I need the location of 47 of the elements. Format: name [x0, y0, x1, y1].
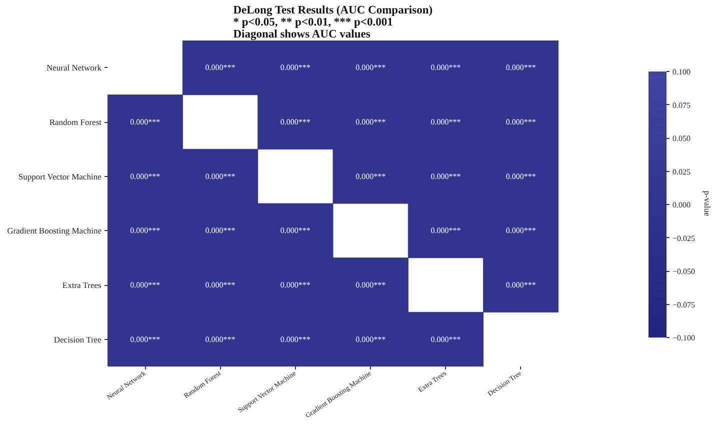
data-label: 0.000*** — [205, 63, 236, 72]
y-tick-label: Gradient Boosting Machine — [7, 226, 102, 236]
data-label: 0.000*** — [280, 334, 310, 344]
data-label: 0.000*** — [506, 280, 536, 290]
data-label: 0.000*** — [280, 63, 310, 72]
data-label: 0.000*** — [430, 172, 461, 181]
data-label: 0.000*** — [506, 172, 536, 181]
data-label: 0.000*** — [506, 118, 536, 126]
data-label: 0.000*** — [280, 226, 310, 236]
color-bar-label: −0.100 — [672, 334, 696, 342]
color-bar-label: 0.025 — [672, 167, 690, 176]
data-label: 0.000*** — [280, 118, 310, 126]
data-label: 0.000*** — [356, 280, 386, 290]
color-bar-label: −0.050 — [672, 267, 696, 276]
chart-title: DeLong Test Results (AUC Comparison) * p<0.05, ** p<0.01, *** p<0.001 Diagonal shows AUC values — [233, 4, 433, 40]
data-label: 0.000*** — [430, 226, 461, 236]
data-label: 0.000*** — [130, 172, 160, 181]
y-tick-label: Decision Tree — [54, 334, 102, 344]
data-label: 0.000*** — [430, 63, 461, 72]
color-bar-label: 0.050 — [672, 134, 690, 143]
data-label: 0.000*** — [280, 280, 310, 290]
data-label: 0.000*** — [130, 118, 160, 126]
color-bar-label: 0.075 — [672, 100, 690, 110]
y-tick-label: Neural Network — [46, 62, 102, 73]
data-label: 0.000*** — [356, 118, 386, 126]
color-bar-label: −0.075 — [672, 300, 696, 310]
data-label: 0.000*** — [130, 334, 160, 344]
y-tick-label: Support Vector Machine — [18, 171, 102, 182]
color-bar-label: −0.025 — [672, 234, 696, 243]
data-label: 0.000*** — [205, 334, 236, 344]
data-label: 0.000*** — [205, 172, 236, 181]
data-label: 0.000*** — [130, 280, 160, 290]
data-label: 0.000*** — [205, 226, 236, 236]
y-tick-label: Extra Trees — [62, 280, 102, 290]
y-tick-label: Random Forest — [49, 117, 102, 127]
data-label: 0.000*** — [205, 280, 236, 290]
data-label: 0.000*** — [430, 334, 461, 344]
data-label: 0.000*** — [356, 334, 386, 344]
data-label: 0.000*** — [506, 226, 536, 236]
data-label: 0.000*** — [356, 63, 386, 72]
data-label: 0.000*** — [356, 172, 386, 181]
color-bar-label: 0.000 — [672, 200, 690, 210]
data-label: 0.000*** — [430, 118, 461, 126]
data-label: 0.000*** — [506, 63, 536, 72]
data-label: 0.000*** — [130, 226, 160, 236]
color-bar-title: p-value — [702, 190, 712, 216]
color-bar-label: 0.100 — [672, 68, 690, 76]
